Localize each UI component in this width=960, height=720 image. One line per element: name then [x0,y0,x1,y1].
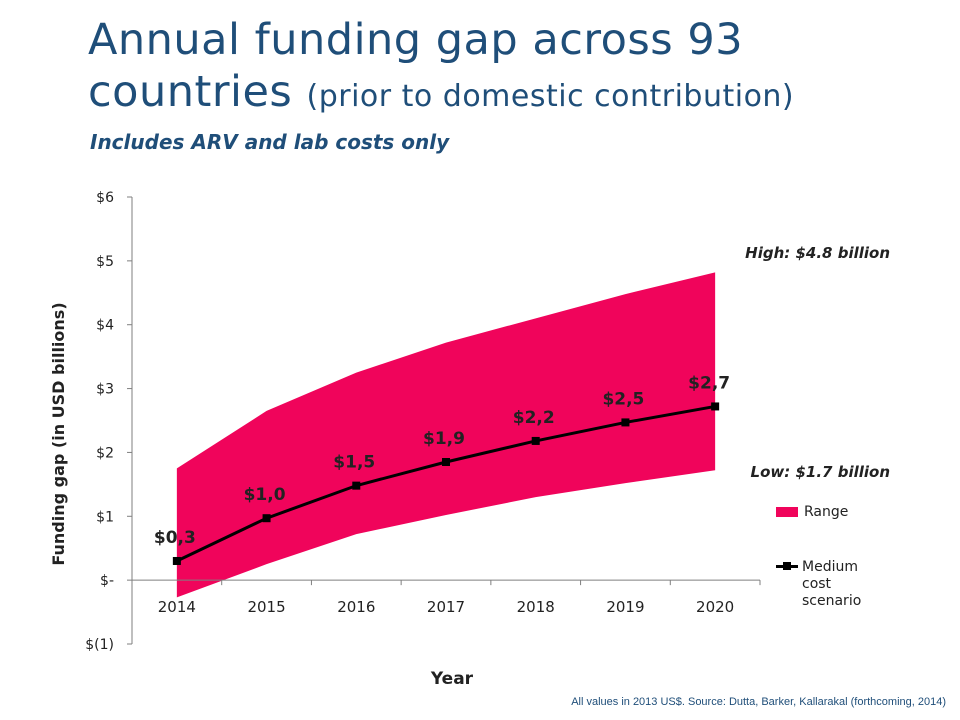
y-tick-label: $- [100,573,114,589]
data-label: $0,3 [154,528,196,548]
annotation-high: High: $4.8 billion [745,244,890,262]
x-tick-label: 2016 [337,598,375,616]
data-label: $1,9 [423,429,465,449]
legend-item-medium: Medium cost scenario [776,559,884,610]
medium-point [352,481,361,490]
medium-point [531,436,540,445]
source-footnote: All values in 2013 US$. Source: Dutta, B… [571,696,946,708]
title-parenthetical: (prior to domestic contribution) [306,79,795,114]
medium-point [711,402,720,411]
medium-point [262,514,271,523]
legend-label-medium: Medium cost scenario [802,559,862,609]
range-area [176,272,716,598]
medium-point [442,458,450,467]
page-title: Annual funding gap across 93 countries (… [88,14,948,123]
y-tick-label: $1 [96,509,114,525]
data-label: $2,7 [688,373,730,393]
x-tick-label: 2017 [427,598,465,616]
y-tick-label: $(1) [85,637,114,653]
legend-item-range: Range [776,504,884,521]
medium-point [621,418,630,427]
title-main-text: Annual funding gap across 93 countries [88,15,744,117]
data-label: $2,5 [602,389,644,409]
data-label: $1,5 [333,453,375,473]
y-tick-label: $4 [96,318,114,334]
x-tick-label: 2019 [606,598,644,616]
y-tick-label: $3 [96,382,114,398]
y-tick-label: $5 [96,254,114,270]
y-tick-label: $2 [96,445,114,461]
x-tick-label: 2018 [517,598,555,616]
x-tick-label: 2020 [696,598,734,616]
y-axis-title: Funding gap (in USD billions) [49,302,68,565]
data-label: $2,2 [513,408,555,428]
page-subtitle: Includes ARV and lab costs only [90,130,450,154]
annotation-low: Low: $1.7 billion [751,463,890,481]
chart-legend: Range Medium cost scenario [776,504,884,610]
x-tick-label: 2014 [158,598,196,616]
legend-marker-medium [776,559,798,573]
y-tick-label: $6 [96,190,114,206]
medium-point [172,556,181,565]
x-tick-label: 2015 [247,598,285,616]
x-axis-title: Year [430,669,474,689]
data-label: $1,0 [244,485,286,505]
legend-swatch-range [776,507,798,517]
legend-label-range: Range [804,504,849,520]
